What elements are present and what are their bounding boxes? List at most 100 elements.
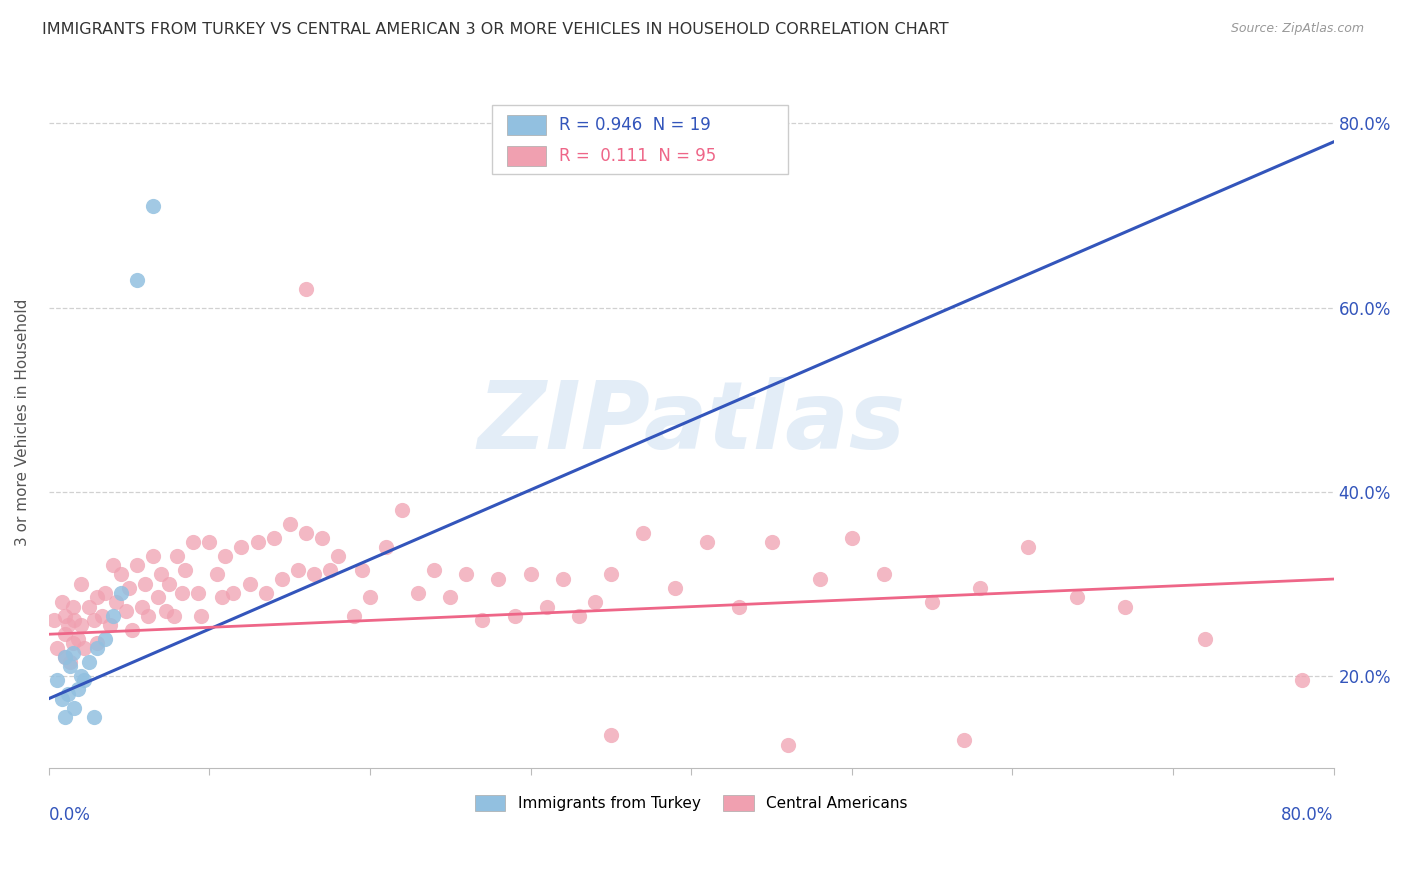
Point — [53, 650, 76, 665]
Point — [631, 526, 654, 541]
Point — [86, 591, 108, 605]
Point — [70, 618, 93, 632]
Point — [63, 614, 86, 628]
Point — [146, 591, 169, 605]
Point — [207, 567, 229, 582]
FancyBboxPatch shape — [508, 146, 546, 166]
Point — [170, 586, 193, 600]
Point — [302, 567, 325, 582]
Point — [211, 591, 233, 605]
Point — [187, 586, 209, 600]
Point — [136, 608, 159, 623]
Point — [343, 608, 366, 623]
Point — [841, 531, 863, 545]
Text: R =  0.111  N = 95: R = 0.111 N = 95 — [558, 147, 716, 165]
Point — [66, 682, 89, 697]
Point — [254, 586, 277, 600]
Point — [238, 576, 260, 591]
Point — [423, 563, 446, 577]
Point — [969, 581, 991, 595]
Text: 80.0%: 80.0% — [1281, 805, 1334, 823]
Point — [131, 599, 153, 614]
Point — [214, 549, 236, 563]
Point — [62, 636, 84, 650]
Point — [270, 572, 292, 586]
Point — [73, 641, 96, 656]
Point — [263, 531, 285, 545]
Point — [1066, 591, 1088, 605]
Point — [86, 636, 108, 650]
Point — [110, 567, 132, 582]
Point — [190, 608, 212, 623]
Point — [127, 558, 149, 573]
Point — [62, 599, 84, 614]
Point — [599, 729, 621, 743]
Point — [471, 614, 494, 628]
Text: 0.0%: 0.0% — [49, 805, 90, 823]
Point — [53, 650, 76, 665]
FancyBboxPatch shape — [492, 105, 787, 174]
Point — [105, 595, 128, 609]
Point — [155, 604, 177, 618]
Point — [568, 608, 591, 623]
Point — [45, 641, 67, 656]
Point — [350, 563, 373, 577]
Point — [142, 199, 165, 213]
Point — [551, 572, 574, 586]
Point — [294, 282, 316, 296]
Point — [1291, 673, 1313, 688]
Point — [56, 687, 79, 701]
Point — [66, 632, 89, 646]
Point — [696, 535, 718, 549]
Point — [53, 710, 76, 724]
Point — [134, 576, 156, 591]
Point — [278, 516, 301, 531]
Text: Source: ZipAtlas.com: Source: ZipAtlas.com — [1230, 22, 1364, 36]
Point — [94, 632, 117, 646]
Point — [456, 567, 478, 582]
Point — [761, 535, 783, 549]
Point — [121, 623, 143, 637]
Point — [101, 558, 124, 573]
Point — [53, 608, 76, 623]
Point — [150, 567, 173, 582]
Point — [118, 581, 141, 595]
FancyBboxPatch shape — [508, 115, 546, 135]
Point — [51, 595, 73, 609]
Point — [51, 691, 73, 706]
Point — [86, 641, 108, 656]
Point — [62, 646, 84, 660]
Point — [231, 540, 253, 554]
Text: R = 0.946  N = 19: R = 0.946 N = 19 — [558, 116, 710, 134]
Text: IMMIGRANTS FROM TURKEY VS CENTRAL AMERICAN 3 OR MORE VEHICLES IN HOUSEHOLD CORRE: IMMIGRANTS FROM TURKEY VS CENTRAL AMERIC… — [42, 22, 949, 37]
Point — [53, 627, 76, 641]
Point — [287, 563, 309, 577]
Point — [439, 591, 461, 605]
Point — [63, 701, 86, 715]
Point — [1114, 599, 1136, 614]
Point — [776, 738, 799, 752]
Point — [110, 586, 132, 600]
Point — [359, 591, 381, 605]
Point — [326, 549, 349, 563]
Point — [73, 673, 96, 688]
Legend: Immigrants from Turkey, Central Americans: Immigrants from Turkey, Central American… — [467, 788, 915, 819]
Point — [174, 563, 197, 577]
Point — [311, 531, 333, 545]
Point — [1194, 632, 1216, 646]
Point — [59, 655, 82, 669]
Point — [503, 608, 526, 623]
Point — [59, 659, 82, 673]
Point — [181, 535, 204, 549]
Point — [98, 618, 121, 632]
Point — [142, 549, 165, 563]
Point — [56, 618, 79, 632]
Point — [921, 595, 943, 609]
Point — [1017, 540, 1039, 554]
Point — [157, 576, 180, 591]
Point — [90, 608, 112, 623]
Point — [375, 540, 398, 554]
Point — [953, 733, 976, 747]
Point — [391, 503, 413, 517]
Point — [127, 273, 149, 287]
